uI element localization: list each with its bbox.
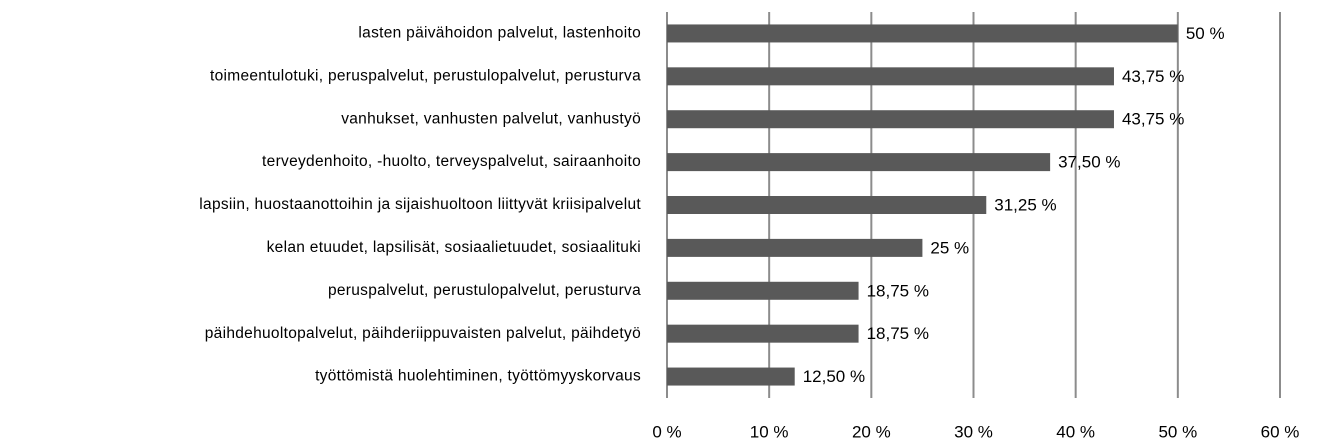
x-tick-label: 30 % [954,422,993,441]
x-tick-label: 40 % [1056,422,1095,441]
value-label: 18,75 % [867,281,929,300]
value-label: 37,50 % [1058,153,1120,172]
bar [667,110,1114,129]
category-label: terveydenhoito, -huolto, terveyspalvelut… [262,153,641,170]
bar [667,153,1051,172]
category-label: lapsiin, huostaanottoihin ja sijaishuolt… [199,196,641,213]
value-label: 18,75 % [867,324,929,343]
category-label: toimeentulotuki, peruspalvelut, perustul… [210,67,641,84]
category-label: päihdehuoltopalvelut, päihderiippuvaiste… [205,325,641,342]
category-label: lasten päivähoidon palvelut, lastenhoito [358,25,641,42]
bar [667,24,1178,43]
value-label: 25 % [930,238,969,257]
bar [667,324,859,343]
bar [667,367,795,386]
x-tick-label: 60 % [1261,422,1300,441]
x-tick-label: 10 % [750,422,789,441]
category-label: kelan etuudet, lapsilisät, sosiaalietuud… [267,239,641,256]
value-label: 43,75 % [1122,67,1184,86]
bar [667,281,859,300]
x-tick-label: 20 % [852,422,891,441]
category-label: työttömistä huolehtiminen, työttömyyskor… [315,368,641,385]
value-label: 12,50 % [803,367,865,386]
bar [667,238,923,257]
bar [667,196,987,214]
category-label: vanhukset, vanhusten palvelut, vanhustyö [341,110,641,127]
x-tick-label: 0 % [652,422,681,441]
category-label: peruspalvelut, perustulopalvelut, perust… [328,282,641,299]
value-label: 31,25 % [994,195,1056,214]
value-label: 50 % [1186,24,1225,43]
bar [667,67,1114,86]
value-label: 43,75 % [1122,110,1184,129]
x-tick-label: 50 % [1158,422,1197,441]
